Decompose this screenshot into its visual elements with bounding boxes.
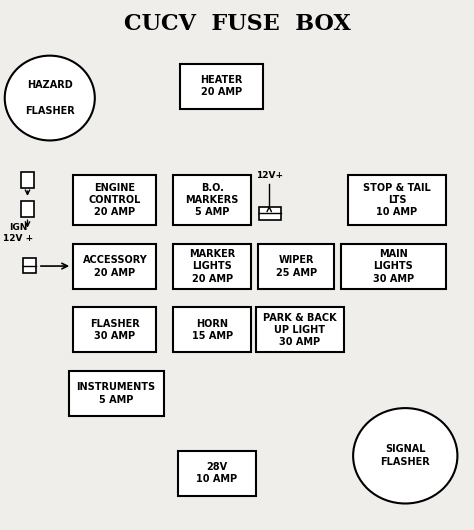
Text: B.O.
MARKERS
5 AMP: B.O. MARKERS 5 AMP	[185, 183, 239, 217]
Text: SIGNAL
FLASHER: SIGNAL FLASHER	[381, 444, 430, 467]
Bar	[173, 244, 251, 289]
Bar	[259, 207, 281, 220]
Bar	[21, 172, 34, 188]
Text: ENGINE
CONTROL
20 AMP: ENGINE CONTROL 20 AMP	[89, 183, 141, 217]
Bar	[21, 201, 34, 217]
Text: ACCESSORY
20 AMP: ACCESSORY 20 AMP	[82, 255, 147, 278]
Bar	[341, 244, 446, 289]
Text: FLASHER
30 AMP: FLASHER 30 AMP	[90, 319, 140, 341]
Text: INSTRUMENTS
5 AMP: INSTRUMENTS 5 AMP	[77, 382, 155, 405]
Bar	[178, 450, 256, 496]
Bar	[73, 244, 156, 289]
Text: IGN
12V +: IGN 12V +	[3, 223, 33, 243]
Bar	[348, 175, 446, 225]
Text: WIPER
25 AMP: WIPER 25 AMP	[276, 255, 317, 278]
Bar	[173, 307, 251, 352]
Bar	[173, 175, 251, 225]
Bar	[180, 64, 263, 109]
Bar	[258, 244, 334, 289]
Text: CUCV  FUSE  BOX: CUCV FUSE BOX	[124, 13, 350, 35]
Text: MAIN
LIGHTS
30 AMP: MAIN LIGHTS 30 AMP	[373, 249, 414, 284]
Bar	[69, 371, 164, 416]
Ellipse shape	[353, 408, 457, 504]
Text: HORN
15 AMP: HORN 15 AMP	[191, 319, 233, 341]
Bar	[73, 175, 156, 225]
Text: MARKER
LIGHTS
20 AMP: MARKER LIGHTS 20 AMP	[189, 249, 235, 284]
Bar	[23, 258, 36, 273]
Text: HAZARD

FLASHER: HAZARD FLASHER	[25, 80, 74, 116]
Text: 12V+: 12V+	[255, 171, 283, 180]
Bar	[256, 307, 344, 352]
Text: HEATER
20 AMP: HEATER 20 AMP	[201, 75, 243, 98]
Ellipse shape	[5, 56, 95, 140]
Text: 28V
10 AMP: 28V 10 AMP	[196, 462, 237, 484]
Text: STOP & TAIL
LTS
10 AMP: STOP & TAIL LTS 10 AMP	[363, 183, 431, 217]
Text: PARK & BACK
UP LIGHT
30 AMP: PARK & BACK UP LIGHT 30 AMP	[263, 313, 337, 347]
Bar	[73, 307, 156, 352]
